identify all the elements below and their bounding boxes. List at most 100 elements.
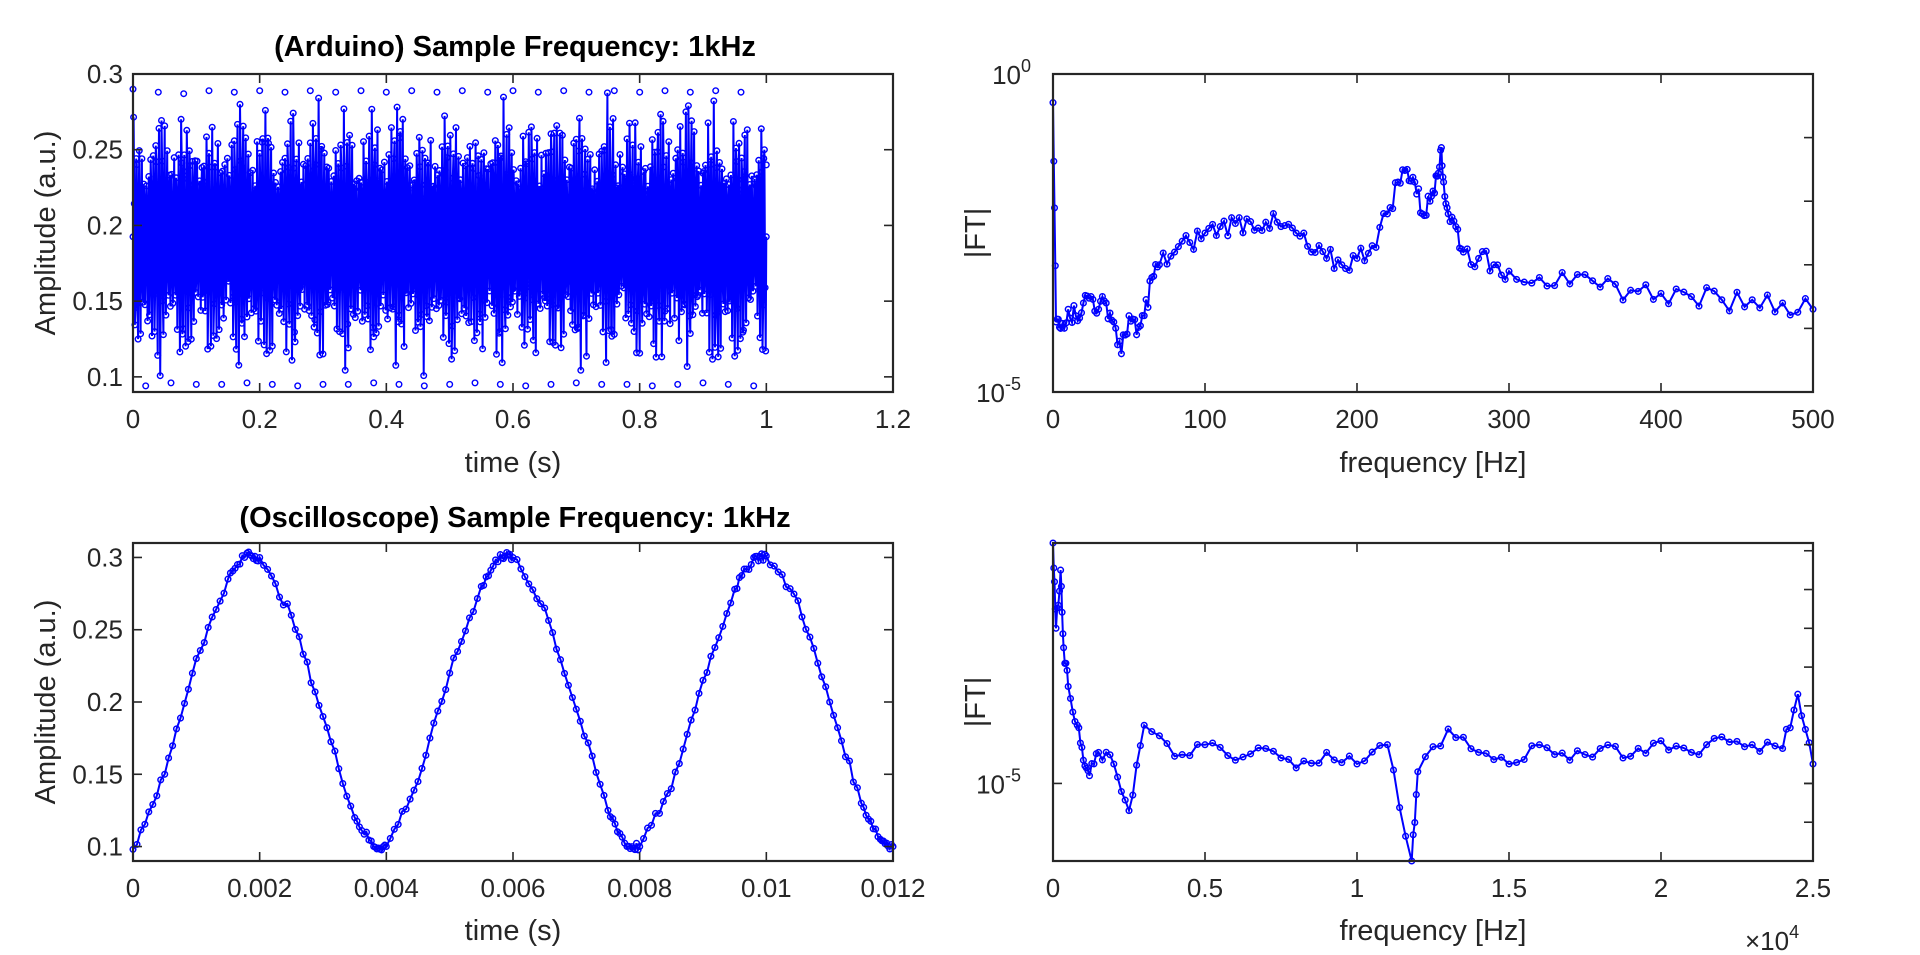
data-point: [1110, 318, 1118, 326]
data-point: [822, 683, 830, 691]
data-point: [814, 659, 822, 667]
data-point: [465, 614, 474, 622]
data-point: [667, 785, 675, 793]
data-point: [1604, 741, 1612, 749]
data-point: [335, 188, 343, 196]
data-point: [722, 175, 730, 183]
data-point: [703, 263, 711, 271]
data-point: [351, 185, 359, 193]
data-point: [491, 275, 499, 283]
data-point: [674, 380, 682, 388]
data-point: [1078, 743, 1086, 751]
y-tick-label: 10-5: [976, 374, 1021, 408]
data-point: [539, 205, 547, 213]
data-point: [282, 187, 290, 195]
data-point: [271, 580, 280, 588]
data-point: [513, 252, 521, 260]
data-point: [710, 97, 718, 105]
data-point: [285, 320, 293, 328]
data-point: [368, 105, 376, 113]
x-tick-label: 0: [126, 873, 140, 903]
data-point: [529, 336, 537, 344]
data-point: [596, 780, 604, 788]
data-point: [624, 310, 632, 318]
data-point: [1733, 288, 1741, 296]
data-point: [267, 572, 276, 580]
data-point: [218, 167, 226, 175]
data-point: [319, 380, 327, 388]
panel-1-title: (Arduino) Sample Frequency: 1kHz: [274, 31, 756, 63]
data-point: [237, 157, 245, 165]
data-point: [1216, 743, 1224, 751]
data-point: [141, 820, 149, 828]
data-point: [1186, 238, 1194, 247]
data-point: [755, 188, 763, 196]
data-point: [224, 575, 232, 583]
data-point: [426, 734, 434, 742]
data-point: [408, 203, 416, 211]
data-point: [1273, 218, 1281, 226]
x-tick-label: 200: [1335, 404, 1378, 434]
data-point: [731, 352, 739, 360]
data-point: [1125, 807, 1133, 815]
data-point: [467, 318, 475, 326]
data-point: [177, 115, 185, 123]
data-point: [841, 753, 850, 761]
data-point: [558, 191, 566, 199]
data-point: [394, 820, 402, 828]
data-point: [263, 295, 271, 303]
x-tick-label: 1.2: [875, 404, 911, 434]
data-point: [760, 154, 768, 162]
data-point: [1131, 316, 1139, 324]
data-point: [318, 275, 326, 283]
data-point: [299, 277, 307, 285]
data-point: [1239, 229, 1247, 237]
data-point: [490, 309, 498, 317]
data-point: [422, 751, 430, 759]
data-point: [1478, 248, 1486, 256]
data-point: [188, 669, 196, 677]
data-point: [144, 317, 152, 325]
data-point: [640, 285, 648, 293]
data-point: [497, 152, 505, 160]
data-point: [1050, 578, 1059, 586]
data-point: [1085, 772, 1094, 780]
x-tick-label: 0: [126, 404, 140, 434]
data-point: [1619, 754, 1627, 762]
data-point: [510, 166, 518, 174]
data-point: [214, 139, 222, 147]
data-point: [379, 843, 387, 851]
data-point: [540, 170, 548, 178]
data-point: [290, 164, 298, 172]
data-point: [1771, 742, 1779, 750]
data-point: [1604, 275, 1612, 283]
data-point: [552, 645, 561, 653]
data-point: [251, 189, 259, 197]
data-point: [686, 330, 694, 338]
data-point: [569, 321, 577, 329]
data-point: [560, 184, 568, 192]
data-point: [470, 294, 478, 302]
data-point: [572, 379, 580, 387]
data-point: [280, 261, 288, 269]
data-point: [180, 151, 188, 159]
data-point: [504, 311, 512, 319]
data-point: [604, 806, 612, 814]
data-point: [611, 201, 619, 209]
data-point: [420, 372, 428, 380]
data-point: [372, 286, 380, 294]
data-point: [668, 289, 676, 297]
data-point: [424, 159, 432, 167]
data-point: [1383, 741, 1391, 749]
data-point: [479, 345, 487, 353]
data-point: [659, 797, 667, 806]
data-point: [142, 241, 150, 249]
data-point: [752, 182, 760, 190]
data-point: [287, 611, 295, 619]
data-point: [357, 87, 365, 95]
data-point: [1060, 644, 1068, 652]
x-tick-label: 1: [1350, 873, 1364, 903]
data-point: [534, 270, 542, 278]
data-point: [169, 299, 177, 307]
data-point: [727, 599, 735, 607]
